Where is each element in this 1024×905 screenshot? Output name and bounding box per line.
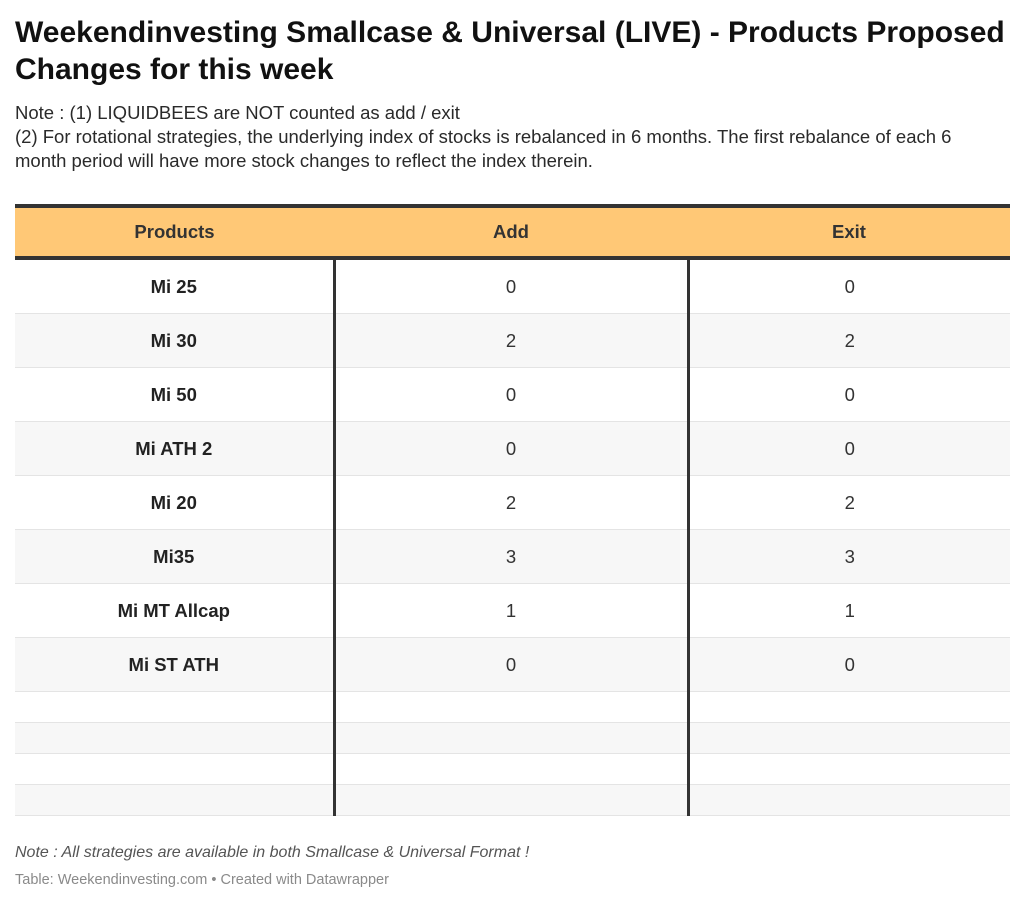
header-add[interactable]: Add [334,204,688,260]
product-cell [15,784,334,816]
table-row: Mi ST ATH 0 0 [15,637,1010,692]
table-header: Products Add Exit [15,204,1010,260]
empty-row [15,722,1010,754]
table-row: Mi35 3 3 [15,529,1010,584]
changes-table-container: Products Add Exit Mi 25 0 0 Mi 30 2 2 Mi… [15,204,1010,816]
add-cell: 0 [332,421,688,476]
exit-cell: 2 [686,475,1010,530]
product-cell: Mi ST ATH [15,637,334,692]
note-block: Note : (1) LIQUIDBEES are NOT counted as… [15,101,1005,173]
empty-row [15,691,1010,723]
exit-cell: 0 [686,421,1010,476]
page-title: Weekendinvesting Smallcase & Universal (… [15,16,1005,86]
table-row: Mi 20 2 2 [15,475,1010,530]
table-row: Mi 30 2 2 [15,313,1010,368]
exit-cell: 0 [686,367,1010,422]
exit-cell: 2 [686,313,1010,368]
exit-cell: 0 [686,637,1010,692]
product-cell: Mi 20 [15,475,334,530]
add-cell: 0 [332,367,688,422]
table-row: Mi ATH 2 0 0 [15,421,1010,476]
product-cell [15,753,334,785]
table-body: Mi 25 0 0 Mi 30 2 2 Mi 50 0 0 Mi ATH 2 0… [15,258,1010,816]
exit-cell [686,722,1010,754]
table-row: Mi 50 0 0 [15,367,1010,422]
note-line-2: (2) For rotational strategies, the under… [15,126,952,171]
add-cell: 0 [332,258,688,314]
add-cell [332,691,688,723]
add-cell [332,753,688,785]
note-line-1: Note : (1) LIQUIDBEES are NOT counted as… [15,102,460,123]
add-cell: 3 [332,529,688,584]
product-cell: Mi 50 [15,367,334,422]
empty-row [15,753,1010,785]
add-cell: 0 [332,637,688,692]
exit-cell [686,784,1010,816]
header-products[interactable]: Products [15,204,334,260]
exit-cell: 0 [686,258,1010,314]
product-cell [15,691,334,723]
changes-table: Products Add Exit Mi 25 0 0 Mi 30 2 2 Mi… [15,204,1010,816]
product-cell: Mi 25 [15,258,334,314]
product-cell: Mi35 [15,529,334,584]
source-credit: Table: Weekendinvesting.com • Created wi… [15,872,389,888]
product-cell: Mi ATH 2 [15,421,334,476]
add-cell [332,722,688,754]
exit-cell [686,691,1010,723]
add-cell: 1 [332,583,688,638]
add-cell [332,784,688,816]
add-cell: 2 [332,313,688,368]
product-cell: Mi MT Allcap [15,583,334,638]
header-exit[interactable]: Exit [688,204,1010,260]
product-cell: Mi 30 [15,313,334,368]
product-cell [15,722,334,754]
exit-cell [686,753,1010,785]
table-row: Mi 25 0 0 [15,258,1010,314]
add-cell: 2 [332,475,688,530]
table-row: Mi MT Allcap 1 1 [15,583,1010,638]
exit-cell: 1 [686,583,1010,638]
empty-row [15,784,1010,816]
header-row: Products Add Exit [15,204,1010,260]
footnote: Note : All strategies are available in b… [15,844,530,861]
exit-cell: 3 [686,529,1010,584]
